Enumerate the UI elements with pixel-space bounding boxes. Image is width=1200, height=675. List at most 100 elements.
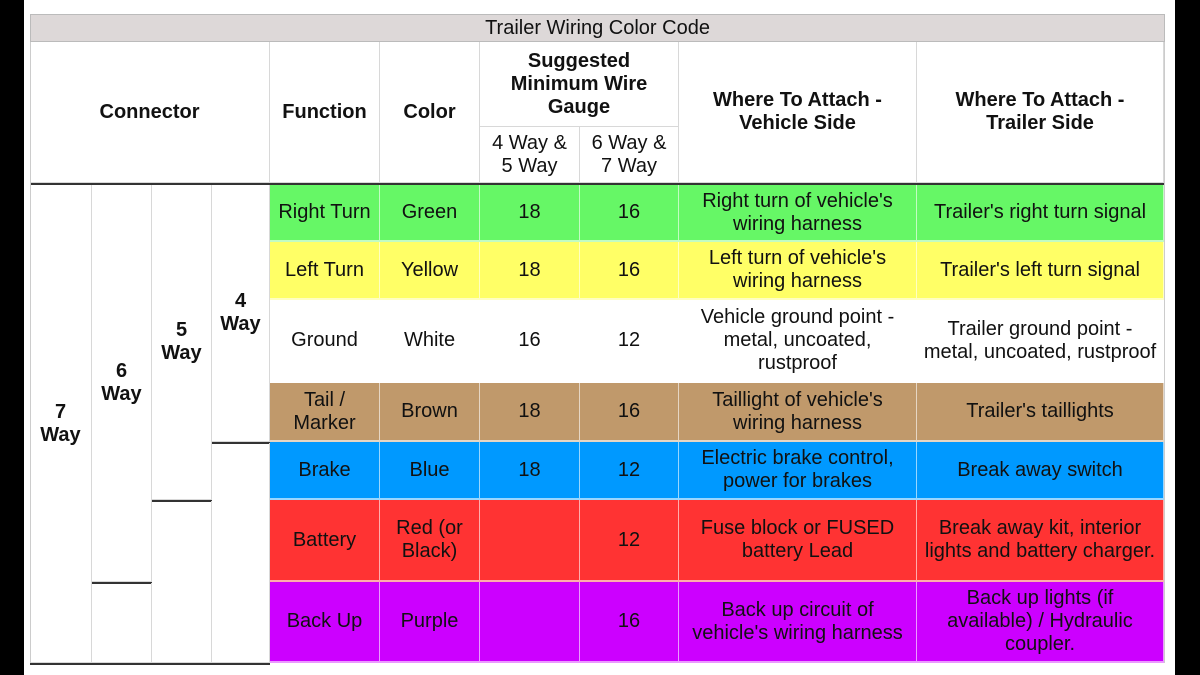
connector-5-way: 5 Way xyxy=(152,185,212,500)
row-function: Battery xyxy=(270,500,380,582)
row-color: Red (or Black) xyxy=(380,500,480,582)
header-vehicle-side: Where To Attach - Vehicle Side xyxy=(679,42,917,183)
row-trailer: Break away switch xyxy=(917,442,1164,500)
row-function: Left Turn xyxy=(270,242,380,300)
row-color-text: Yellow xyxy=(400,258,459,281)
row-vehicle: Vehicle ground point - metal, uncoated, … xyxy=(679,300,917,383)
connector-7-way-text: 7 Way xyxy=(40,400,81,446)
row-vehicle: Left turn of vehicle's wiring harness xyxy=(679,242,917,300)
row-trailer: Break away kit, interior lights and batt… xyxy=(917,500,1164,582)
header-gauge-4-5-way-text: 4 Way & 5 Way xyxy=(492,131,567,177)
row-vehicle-text: Right turn of vehicle's wiring harness xyxy=(702,189,893,235)
header-function: Function xyxy=(270,42,380,183)
row-vehicle: Fuse block or FUSED battery Lead xyxy=(679,500,917,582)
header-gauge-6-7-way-text: 6 Way & 7 Way xyxy=(591,131,667,177)
row-g45: 18 xyxy=(480,383,580,442)
header-gauge-6-7-way: 6 Way & 7 Way xyxy=(580,127,679,183)
header-gauge: Suggested Minimum Wire Gauge xyxy=(480,42,679,127)
row-g45-text: 18 xyxy=(518,201,541,223)
row-g67: 12 xyxy=(580,500,679,582)
row-g45-text: 18 xyxy=(518,258,541,281)
row-function-text: Right Turn xyxy=(278,201,371,223)
connector-end-line xyxy=(212,442,270,444)
row-trailer: Trailer ground point - metal, uncoated, … xyxy=(917,300,1164,383)
row-trailer-text: Trailer's left turn signal xyxy=(940,258,1140,281)
connector-6-way: 6 Way xyxy=(92,185,152,582)
header-color-text: Color xyxy=(403,100,456,123)
connector-6-way-text: 6 Way xyxy=(101,360,142,405)
row-color: Purple xyxy=(380,582,480,663)
row-function: Ground xyxy=(270,300,380,383)
header-color: Color xyxy=(380,42,480,183)
row-g67: 16 xyxy=(580,582,679,663)
header-connector-text: Connector xyxy=(99,100,200,123)
row-vehicle-text: Left turn of vehicle's wiring harness xyxy=(708,247,887,292)
row-color: Blue xyxy=(380,442,480,500)
connector-empty-cell xyxy=(92,583,152,663)
header-connector: Connector xyxy=(30,42,270,183)
row-trailer-text: Back up lights (if available) / Hydrauli… xyxy=(947,587,1133,655)
row-vehicle: Right turn of vehicle's wiring harness xyxy=(679,185,917,242)
row-function: Right Turn xyxy=(270,185,380,242)
row-g67: 16 xyxy=(580,242,679,300)
row-vehicle-text: Vehicle ground point - metal, uncoated, … xyxy=(700,306,895,374)
row-g67: 16 xyxy=(580,383,679,442)
row-g45: 18 xyxy=(480,442,580,500)
row-vehicle: Electric brake control, power for brakes xyxy=(679,442,917,500)
row-g67-text: 12 xyxy=(617,329,641,351)
row-function-text: Left Turn xyxy=(285,258,364,281)
header-trailer-side-text: Where To Attach - Trailer Side xyxy=(955,89,1125,134)
row-function-text: Tail / Marker xyxy=(293,388,356,434)
row-trailer-text: Break away kit, interior lights and batt… xyxy=(924,517,1156,562)
row-trailer: Trailer's right turn signal xyxy=(917,185,1164,242)
row-trailer: Trailer's taillights xyxy=(917,383,1164,442)
table-right-border xyxy=(1164,42,1165,663)
row-g45 xyxy=(480,500,580,582)
row-color: White xyxy=(380,300,480,383)
row-function: Brake xyxy=(270,442,380,500)
row-vehicle: Taillight of vehicle's wiring harness xyxy=(679,383,917,442)
row-vehicle-text: Electric brake control, power for brakes xyxy=(701,447,894,492)
row-trailer-text: Trailer's right turn signal xyxy=(933,201,1147,223)
row-function-text: Brake xyxy=(298,458,351,481)
connector-end-line xyxy=(152,500,212,502)
header-trailer-side: Where To Attach - Trailer Side xyxy=(917,42,1164,183)
connector-4-way: 4 Way xyxy=(212,185,270,442)
row-g45-text: 18 xyxy=(518,458,541,481)
connector-7-way: 7 Way xyxy=(30,185,92,663)
row-color-text: Purple xyxy=(400,610,459,632)
row-g45 xyxy=(480,582,580,663)
row-function-text: Back Up xyxy=(286,610,363,632)
table-left-border xyxy=(30,42,31,663)
row-vehicle-text: Back up circuit of vehicle's wiring harn… xyxy=(692,598,903,644)
row-color-text: Green xyxy=(401,201,458,223)
row-function: Tail / Marker xyxy=(270,383,380,442)
connector-empty-cell xyxy=(212,443,270,663)
header-divider xyxy=(30,183,1164,185)
row-trailer-text: Break away switch xyxy=(957,458,1123,481)
row-color-text: White xyxy=(403,329,456,351)
connector-end-line xyxy=(92,582,152,584)
table-bottom-rule xyxy=(30,663,270,665)
row-g67-text: 16 xyxy=(617,610,641,632)
row-color-text: Brown xyxy=(401,400,458,422)
row-g67: 12 xyxy=(580,300,679,383)
row-color: Green xyxy=(380,185,480,242)
row-color-text: Red (or Black) xyxy=(396,517,463,562)
row-function: Back Up xyxy=(270,582,380,663)
row-function-text: Ground xyxy=(291,329,358,351)
row-vehicle-text: Fuse block or FUSED battery Lead xyxy=(700,517,895,562)
row-g45: 18 xyxy=(480,185,580,242)
row-trailer-text: Trailer's taillights xyxy=(966,400,1114,422)
row-color: Yellow xyxy=(380,242,480,300)
row-function-text: Battery xyxy=(292,528,357,551)
header-gauge-text: Suggested Minimum Wire Gauge xyxy=(510,49,648,118)
row-g45: 16 xyxy=(480,300,580,383)
connector-4-way-text: 4 Way xyxy=(220,290,261,335)
row-g67-text: 12 xyxy=(617,458,641,481)
row-color-text: Blue xyxy=(409,458,450,481)
row-g45-text: 16 xyxy=(518,329,541,351)
row-g67-text: 16 xyxy=(617,258,641,281)
row-g45: 18 xyxy=(480,242,580,300)
connector-5-way-text: 5 Way xyxy=(161,319,202,364)
